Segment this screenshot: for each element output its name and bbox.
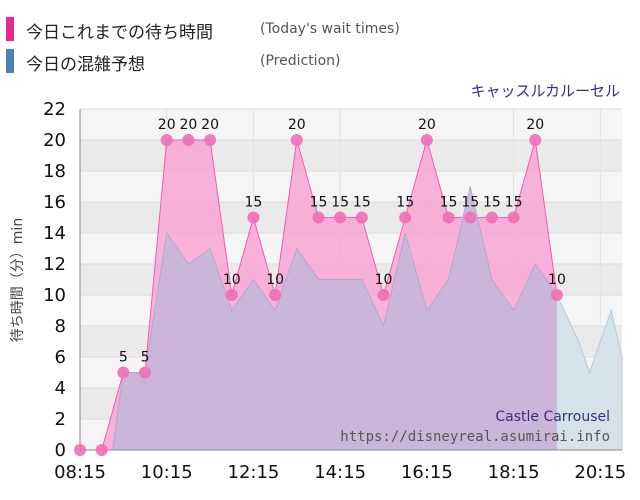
x-tick-label: 18:15: [488, 462, 540, 483]
today-point: [225, 289, 238, 301]
today-point: [550, 289, 563, 301]
attraction-name-jp: キャッスルカルーセル: [470, 82, 620, 100]
data-label: 5: [141, 350, 150, 366]
prediction-area: [80, 186, 557, 451]
today-point: [377, 289, 390, 301]
data-label: 15: [396, 195, 414, 211]
today-point: [182, 134, 195, 146]
y-tick-label: 18: [43, 161, 66, 182]
legend-today-label: 今日これまでの待ち時間: [26, 23, 213, 43]
data-label: 15: [353, 195, 371, 211]
x-tick-label: 08:15: [54, 462, 106, 483]
today-point: [312, 211, 325, 224]
y-tick-label: 0: [55, 440, 66, 461]
y-tick-label: 12: [43, 254, 66, 275]
today-markers: [74, 134, 563, 456]
prediction-area-future: [556, 294, 623, 451]
data-label: 15: [483, 195, 501, 211]
x-tick-label: 14:15: [314, 462, 366, 483]
today-point: [269, 289, 282, 301]
x-tick-label: 16:15: [401, 462, 453, 483]
today-point: [355, 211, 368, 224]
legend-prediction-label: 今日の混雑予想: [26, 55, 145, 75]
today-point: [247, 211, 260, 224]
legend-prediction-sub: (Prediction): [260, 53, 341, 69]
y-tick-label: 2: [55, 409, 66, 430]
y-axis-label: 待ち時間（分）min: [10, 218, 26, 342]
x-tick-label: 20:15: [574, 462, 626, 483]
data-label: 20: [179, 117, 197, 133]
legend-today-swatch: [6, 17, 14, 41]
legend-today-sub: (Today's wait times): [260, 21, 400, 37]
today-point: [290, 134, 303, 146]
today-point: [442, 211, 455, 224]
today-point: [117, 366, 130, 379]
data-label: 10: [223, 272, 241, 288]
data-label: 10: [548, 272, 566, 288]
today-point: [95, 444, 108, 456]
data-label: 15: [505, 195, 523, 211]
data-label: 15: [331, 195, 349, 211]
today-point: [507, 211, 520, 224]
legend-prediction: 今日の混雑予想 (Prediction): [6, 48, 426, 75]
today-point: [74, 444, 86, 456]
axes: [79, 109, 622, 451]
data-label: 10: [375, 272, 393, 288]
today-point: [334, 211, 347, 224]
legend: 今日これまでの待ち時間 (Today's wait times) 今日の混雑予想…: [6, 16, 426, 80]
data-label: 20: [418, 117, 436, 133]
today-point: [204, 134, 217, 146]
data-label: 10: [266, 272, 284, 288]
y-tick-label: 8: [55, 316, 66, 337]
today-point: [485, 211, 498, 224]
y-tick-label: 16: [43, 192, 66, 213]
plot-band: [80, 140, 622, 171]
data-label: 20: [158, 117, 176, 133]
data-label: 15: [440, 195, 458, 211]
data-label: 15: [310, 195, 328, 211]
today-point: [529, 134, 542, 146]
today-point: [420, 134, 433, 146]
legend-prediction-swatch: [6, 49, 14, 73]
data-label: 20: [288, 117, 306, 133]
data-label: 5: [119, 350, 128, 366]
today-point: [399, 211, 412, 224]
data-label: 20: [201, 117, 219, 133]
today-point: [464, 211, 477, 224]
x-tick-label: 10:15: [141, 462, 193, 483]
data-label: 15: [461, 195, 479, 211]
y-tick-label: 10: [43, 285, 66, 306]
plot-band: [80, 109, 622, 140]
watermark-url: https://disneyreal.asumirai.info: [340, 429, 610, 445]
y-tick-label: 6: [55, 347, 66, 368]
y-tick-label: 22: [43, 99, 66, 120]
y-tick-label: 20: [43, 130, 66, 151]
today-point: [160, 134, 173, 146]
data-label: 15: [245, 195, 263, 211]
data-label: 20: [526, 117, 544, 133]
prediction-series: [80, 186, 623, 451]
watermark-name: Castle Carrousel: [495, 409, 610, 425]
tick-labels: 0 2 4 6 8 10 12 14 16 18 20 22 08:15 10:15 12:15 14:15 1…: [43, 99, 626, 483]
legend-today: 今日これまでの待ち時間 (Today's wait times): [6, 16, 426, 43]
x-tick-label: 12:15: [228, 462, 280, 483]
y-tick-label: 4: [55, 378, 66, 399]
y-tick-label: 14: [43, 223, 66, 244]
today-point: [139, 366, 152, 379]
